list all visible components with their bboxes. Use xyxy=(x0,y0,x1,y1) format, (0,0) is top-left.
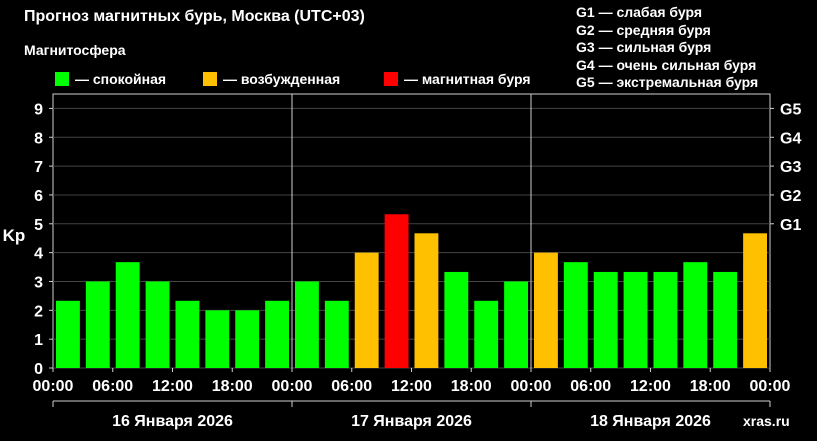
legend-item-quiet: — спокойная xyxy=(55,70,166,88)
kp-bar xyxy=(384,214,409,368)
y-tick-label: 3 xyxy=(34,274,43,291)
day-label: 17 Января 2026 xyxy=(351,413,472,430)
kp-bar xyxy=(324,300,349,368)
kp-bar xyxy=(265,300,289,368)
kp-bar xyxy=(414,233,439,368)
y-tick-label: 4 xyxy=(34,246,43,263)
y-tick-label: 9 xyxy=(34,101,43,118)
kp-bar xyxy=(474,300,499,368)
kp-bar xyxy=(593,271,618,368)
kp-bar xyxy=(115,262,140,368)
kp-bar xyxy=(295,281,319,368)
x-tick-label: 12:00 xyxy=(152,378,193,395)
storm-scale-g4: G4 — очень сильная буря xyxy=(576,56,757,73)
kp-bar xyxy=(653,271,678,368)
x-tick-label: 00:00 xyxy=(272,378,313,395)
kp-bar xyxy=(713,271,738,368)
y-tick-label: 0 xyxy=(34,361,43,378)
y-tick-label: 6 xyxy=(34,188,43,205)
kp-bar xyxy=(175,300,200,368)
kp-bar xyxy=(623,271,648,368)
storm-scale-g2: G2 — средняя буря xyxy=(576,21,711,38)
legend-item-storm: — магнитная буря xyxy=(384,70,531,88)
kp-bar xyxy=(563,262,588,368)
right-axis-label: G5 xyxy=(780,101,801,118)
kp-bar xyxy=(205,310,230,368)
y-tick-label: 5 xyxy=(34,217,43,234)
x-tick-label: 00:00 xyxy=(33,378,74,395)
x-tick-label: 12:00 xyxy=(391,378,432,395)
y-tick-label: 2 xyxy=(34,303,43,320)
kp-bar xyxy=(354,252,379,368)
x-tick-label: 06:00 xyxy=(92,378,133,395)
kp-bar xyxy=(444,271,469,368)
x-tick-label: 06:00 xyxy=(331,378,372,395)
chart-title: Прогноз магнитных бурь, Москва (UTC+03) xyxy=(24,8,365,25)
right-axis-label: G1 xyxy=(780,217,801,234)
x-tick-label: 18:00 xyxy=(690,378,731,395)
storm-scale-g3: G3 — сильная буря xyxy=(576,39,712,55)
legend-label-storm: — магнитная буря xyxy=(404,71,531,87)
kp-bar xyxy=(504,281,528,368)
storm-scale-g5: G5 — экстремальная буря xyxy=(576,74,759,90)
kp-bar xyxy=(534,252,558,368)
storm-scale-g1: G1 — слабая буря xyxy=(576,4,703,20)
right-axis-label: G3 xyxy=(780,159,801,176)
legend-item-excited: — возбужденная xyxy=(203,70,340,88)
legend-title: Магнитосфера xyxy=(24,42,126,58)
kp-bar xyxy=(743,233,767,368)
kp-bar xyxy=(56,300,80,368)
x-tick-label: 12:00 xyxy=(630,378,671,395)
right-axis-label: G2 xyxy=(780,188,801,205)
legend-swatch-quiet xyxy=(55,72,69,86)
day-label: 16 Января 2026 xyxy=(112,413,233,430)
watermark: xras.ru xyxy=(743,413,790,429)
kp-bar xyxy=(235,310,260,368)
x-tick-label: 18:00 xyxy=(212,378,253,395)
day-label: 18 Января 2026 xyxy=(590,413,711,430)
x-tick-label: 00:00 xyxy=(750,378,791,395)
legend-swatch-excited xyxy=(203,72,217,86)
y-tick-label: 8 xyxy=(34,130,43,147)
kp-bar xyxy=(145,281,170,368)
legend-swatch-storm xyxy=(384,72,398,86)
x-tick-label: 00:00 xyxy=(511,378,552,395)
right-axis-label: G4 xyxy=(780,130,801,147)
x-tick-label: 18:00 xyxy=(451,378,492,395)
storm-scale-legend: G1 — слабая буря G2 — средняя буря G3 — … xyxy=(576,4,758,92)
y-tick-label: 7 xyxy=(34,159,43,176)
x-tick-label: 06:00 xyxy=(570,378,611,395)
kp-bar xyxy=(85,281,110,368)
y-axis-label: Kp xyxy=(3,226,26,245)
legend-label-excited: — возбужденная xyxy=(223,71,341,87)
kp-bar xyxy=(683,262,708,368)
y-tick-label: 1 xyxy=(34,332,43,349)
legend-label-quiet: — спокойная xyxy=(75,71,167,87)
